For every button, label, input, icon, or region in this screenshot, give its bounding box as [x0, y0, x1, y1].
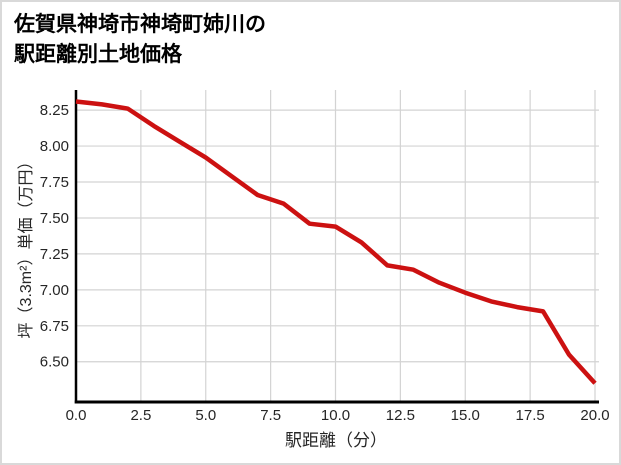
y-tick-label: 7.75 — [40, 174, 69, 191]
y-tick-label: 8.00 — [40, 138, 69, 155]
y-tick-label: 7.50 — [40, 210, 69, 227]
x-tick-label: 17.5 — [516, 407, 545, 424]
x-tick-label: 7.5 — [260, 407, 281, 424]
chart-title-line1: 佐賀県神埼市神埼町姉川の — [14, 13, 266, 36]
x-tick-label: 5.0 — [195, 407, 216, 424]
x-tick-label: 2.5 — [130, 407, 151, 424]
price-line — [75, 99, 597, 385]
chart-title-line2: 駅距離別土地価格 — [14, 43, 182, 66]
x-tick-label: 15.0 — [451, 407, 480, 424]
y-tick-label: 8.25 — [40, 102, 69, 119]
x-tick-label: 0.0 — [66, 407, 87, 424]
y-tick-label: 6.75 — [40, 318, 69, 335]
x-axis-label: 駅距離（分） — [285, 431, 387, 450]
chart-title: 佐賀県神埼市神埼町姉川の 駅距離別土地価格 — [14, 10, 266, 70]
x-tick-label: 20.0 — [580, 407, 609, 424]
y-tick-label: 7.00 — [40, 282, 69, 299]
y-tick-label: 6.50 — [40, 354, 69, 371]
x-tick-label: 10.0 — [321, 407, 350, 424]
y-tick-label: 7.25 — [40, 246, 69, 263]
x-tick-label: 12.5 — [386, 407, 415, 424]
